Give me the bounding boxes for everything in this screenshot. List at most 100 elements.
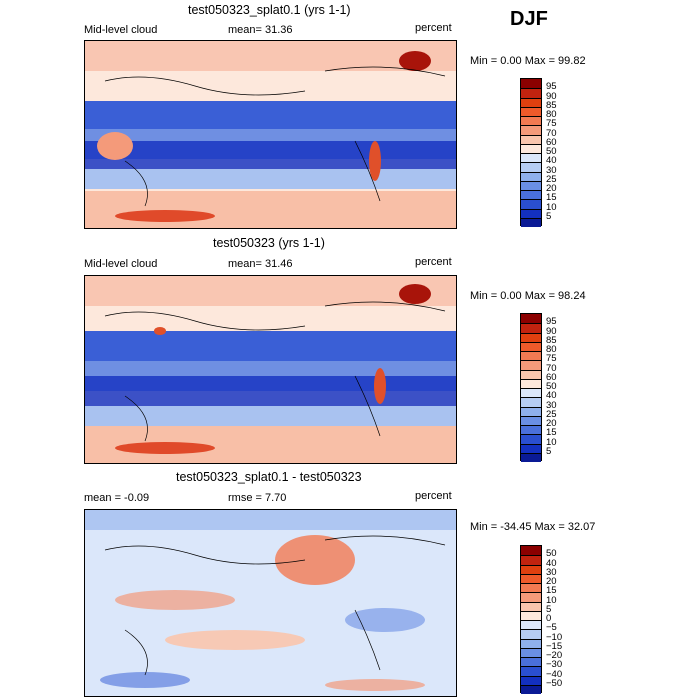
colorbar-tick-label: −40 xyxy=(546,668,563,680)
colorbar-swatch xyxy=(521,143,541,153)
colorbar-swatch xyxy=(521,323,541,333)
colorbar-swatch xyxy=(521,171,541,181)
colorbar-tick-label: 5 xyxy=(546,210,552,222)
colorbar-tick-label: 50 xyxy=(546,548,557,560)
panel2-mean: mean= 31.46 xyxy=(228,258,293,270)
colorbar-tick-label: −15 xyxy=(546,640,563,652)
colorbar-tick-label: 25 xyxy=(546,173,557,185)
colorbar-tick-label: 80 xyxy=(546,344,557,355)
panel2-map xyxy=(84,275,457,464)
colorbar-tick-label: −10 xyxy=(546,631,563,643)
colorbar-swatch xyxy=(521,351,541,361)
colorbar-swatch xyxy=(521,546,541,556)
panel2-map-field xyxy=(85,276,456,463)
colorbar-swatch xyxy=(521,180,541,190)
panel3-title: test050323_splat0.1 - test050323 xyxy=(176,470,362,484)
colorbar-swatch xyxy=(521,79,541,89)
colorbar-tick-label: −50 xyxy=(546,677,563,689)
colorbar-tick-label: −5 xyxy=(546,622,557,634)
colorbar-swatch xyxy=(521,369,541,379)
colorbar-tick-label: 50 xyxy=(546,146,557,157)
colorbar-tick-label: −20 xyxy=(546,650,563,661)
panel1-map-field xyxy=(85,41,456,228)
colorbar-tick-label: 40 xyxy=(546,155,557,167)
colorbar-swatch xyxy=(521,106,541,116)
panel3-rmse: rmse = 7.70 xyxy=(228,492,287,504)
colorbar-tick-label: 30 xyxy=(546,399,557,411)
colorbar-swatch xyxy=(521,647,541,657)
colorbar-swatch xyxy=(521,116,541,126)
colorbar-tick-label: 30 xyxy=(546,566,557,578)
colorbar-box xyxy=(520,78,542,227)
colorbar-tick-label: 20 xyxy=(546,418,557,429)
colorbar-tick-label: 10 xyxy=(546,594,557,606)
colorbar-swatch xyxy=(521,434,541,444)
colorbar-swatch xyxy=(521,162,541,172)
colorbar-swatch xyxy=(521,592,541,602)
panel1-title: test050323_splat0.1 (yrs 1-1) xyxy=(188,3,351,17)
panel2-title: test050323 (yrs 1-1) xyxy=(213,236,325,250)
colorbar-swatch xyxy=(521,153,541,163)
colorbar-swatch xyxy=(521,406,541,416)
colorbar-tick-label: 60 xyxy=(546,371,557,383)
colorbar-tick-label: 85 xyxy=(546,99,557,111)
colorbar-tick-label: −30 xyxy=(546,659,563,671)
colorbar-swatch xyxy=(521,190,541,200)
panel3-units: percent xyxy=(415,490,452,502)
panel1-map xyxy=(84,40,457,229)
panel2-variable: Mid-level cloud xyxy=(84,258,158,270)
colorbar-swatch xyxy=(521,360,541,370)
colorbar-box xyxy=(520,313,542,462)
colorbar-tick-label: 15 xyxy=(546,585,557,597)
panel1-variable: Mid-level cloud xyxy=(84,24,158,36)
colorbar-swatch xyxy=(521,314,541,324)
colorbar-swatch xyxy=(521,199,541,209)
colorbar-swatch xyxy=(521,397,541,407)
colorbar-swatch xyxy=(521,217,541,227)
colorbar-tick-label: 75 xyxy=(546,353,557,365)
colorbar-swatch xyxy=(521,564,541,574)
colorbar-swatch xyxy=(521,97,541,107)
colorbar-swatch xyxy=(521,684,541,694)
colorbar-box xyxy=(520,545,542,694)
colorbar-tick-label: 20 xyxy=(546,576,557,587)
colorbar-tick-label: 40 xyxy=(546,557,557,569)
colorbar-tick-label: 20 xyxy=(546,183,557,194)
colorbar-swatch xyxy=(521,657,541,667)
colorbar-tick-label: 25 xyxy=(546,408,557,420)
colorbar-swatch xyxy=(521,134,541,144)
colorbar-tick-label: 70 xyxy=(546,362,557,374)
colorbar-tick-label: 90 xyxy=(546,90,557,102)
colorbar-tick-label: 5 xyxy=(546,445,552,457)
colorbar-tick-label: 80 xyxy=(546,109,557,120)
colorbar-tick-label: 0 xyxy=(546,613,552,624)
colorbar-swatch xyxy=(521,583,541,593)
colorbar-swatch xyxy=(521,601,541,611)
colorbar-swatch xyxy=(521,415,541,425)
colorbar-tick-label: 40 xyxy=(546,390,557,402)
season-label: DJF xyxy=(510,8,548,30)
panel3-mean: mean = -0.09 xyxy=(84,492,150,504)
colorbar-swatch xyxy=(521,425,541,435)
panel1-range: Min = 0.00 Max = 99.82 xyxy=(470,55,586,67)
colorbar-swatch xyxy=(521,88,541,98)
panel1-units: percent xyxy=(415,22,452,34)
panel3-map-field xyxy=(85,510,456,696)
colorbar-swatch xyxy=(521,125,541,135)
colorbar-swatch xyxy=(521,620,541,630)
colorbar-tick-label: 10 xyxy=(546,201,557,213)
colorbar-tick-label: 95 xyxy=(546,81,557,93)
colorbar-swatch xyxy=(521,388,541,398)
colorbar-tick-label: 60 xyxy=(546,136,557,148)
colorbar-tick-label: 30 xyxy=(546,164,557,176)
colorbar-swatch xyxy=(521,573,541,583)
colorbar-tick-label: 75 xyxy=(546,118,557,130)
colorbar-tick-label: 70 xyxy=(546,127,557,139)
colorbar-swatch xyxy=(521,443,541,453)
panel2-units: percent xyxy=(415,256,452,268)
colorbar-swatch xyxy=(521,629,541,639)
colorbar-tick-label: 15 xyxy=(546,192,557,204)
colorbar-swatch xyxy=(521,378,541,388)
colorbar-tick-label: 85 xyxy=(546,334,557,346)
colorbar-swatch xyxy=(521,666,541,676)
